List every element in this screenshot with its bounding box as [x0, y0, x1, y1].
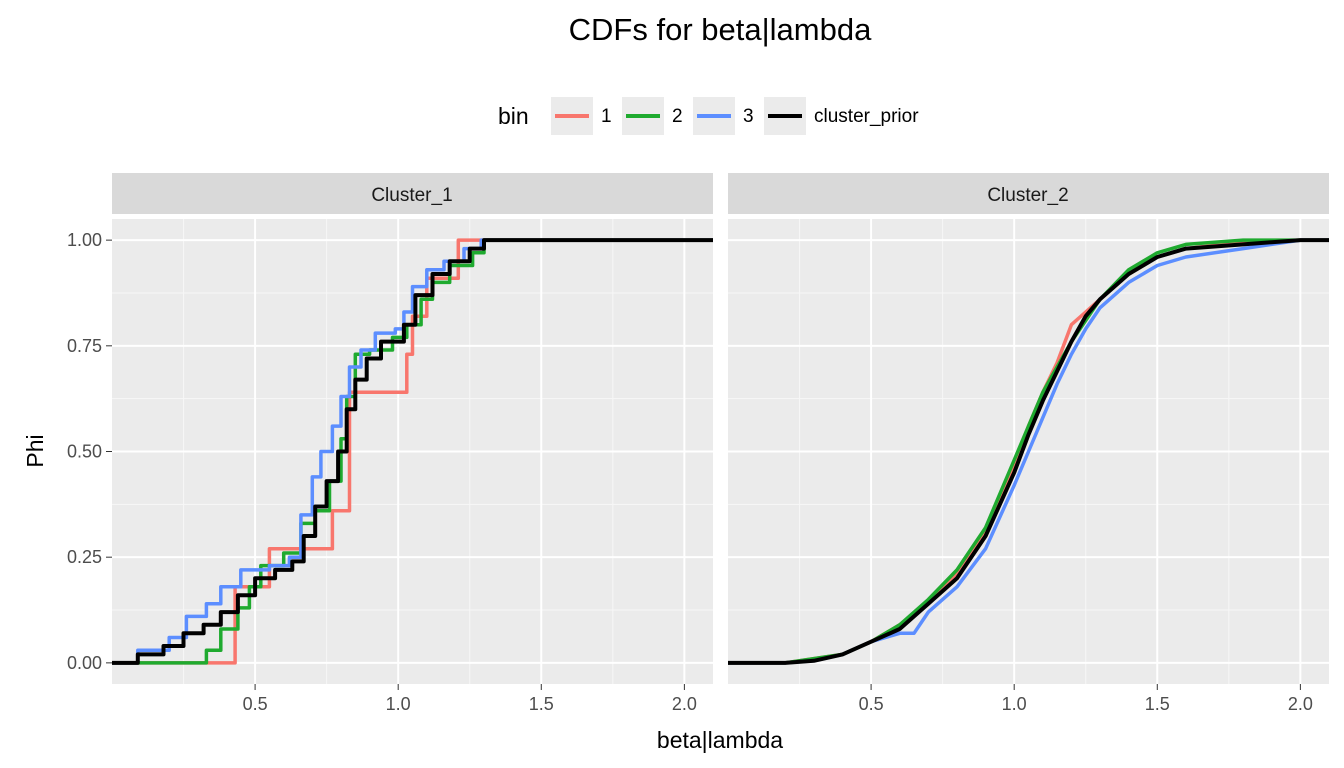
x-tick-label: 2.0 — [1288, 694, 1313, 714]
series-line-2 — [112, 238, 713, 665]
strip-cluster-2 — [728, 173, 1329, 214]
y-tick-label: 0.25 — [67, 547, 102, 567]
panel-cluster-2: Cluster_2 — [728, 173, 1329, 684]
y-axis: 0.00 0.25 0.50 0.75 1.00 — [67, 230, 112, 673]
strip-label-cluster-2: Cluster_2 — [987, 185, 1068, 206]
legend-title: bin — [498, 103, 529, 129]
x-tick-label: 1.0 — [1002, 694, 1027, 714]
series-line-cluster-prior — [112, 238, 713, 665]
strip-cluster-1 — [112, 173, 713, 214]
x-tick-label: 1.0 — [386, 694, 411, 714]
x-axis-cluster-2: 0.5 1.0 1.5 2.0 — [859, 684, 1313, 714]
x-tick-label: 0.5 — [859, 694, 884, 714]
x-tick-label: 1.5 — [529, 694, 554, 714]
legend-entry-1: 1 — [551, 97, 612, 135]
series-line-3 — [112, 238, 713, 665]
y-axis-title: Phi — [22, 434, 48, 467]
y-tick-label: 0.50 — [67, 442, 102, 462]
y-tick-label: 1.00 — [67, 230, 102, 250]
legend-label-1: 1 — [601, 106, 612, 127]
x-axis-cluster-1: 0.5 1.0 1.5 2.0 — [243, 684, 697, 714]
x-tick-label: 2.0 — [672, 694, 697, 714]
series-cluster-2 — [728, 238, 1329, 665]
x-tick-label: 0.5 — [243, 694, 268, 714]
series-cluster-1 — [112, 238, 713, 665]
x-axis-title: beta|lambda — [657, 727, 783, 753]
series-line-cluster-prior — [728, 238, 1329, 665]
legend: bin 1 2 3 cluster_prior — [498, 97, 919, 135]
x-tick-label: 1.5 — [1145, 694, 1170, 714]
legend-label-2: 2 — [672, 106, 683, 127]
strip-label-cluster-1: Cluster_1 — [371, 185, 452, 206]
panel-cluster-1: Cluster_1 — [112, 173, 713, 684]
legend-entry-cluster-prior: cluster_prior — [764, 97, 919, 135]
legend-label-3: 3 — [743, 106, 754, 127]
y-tick-label: 0.75 — [67, 336, 102, 356]
legend-entry-3: 3 — [693, 97, 754, 135]
chart-title: CDFs for beta|lambda — [569, 12, 872, 47]
grid-cluster-2 — [728, 219, 1329, 684]
y-tick-label: 0.00 — [67, 653, 102, 673]
legend-label-cluster-prior: cluster_prior — [814, 106, 919, 127]
legend-entry-2: 2 — [622, 97, 683, 135]
